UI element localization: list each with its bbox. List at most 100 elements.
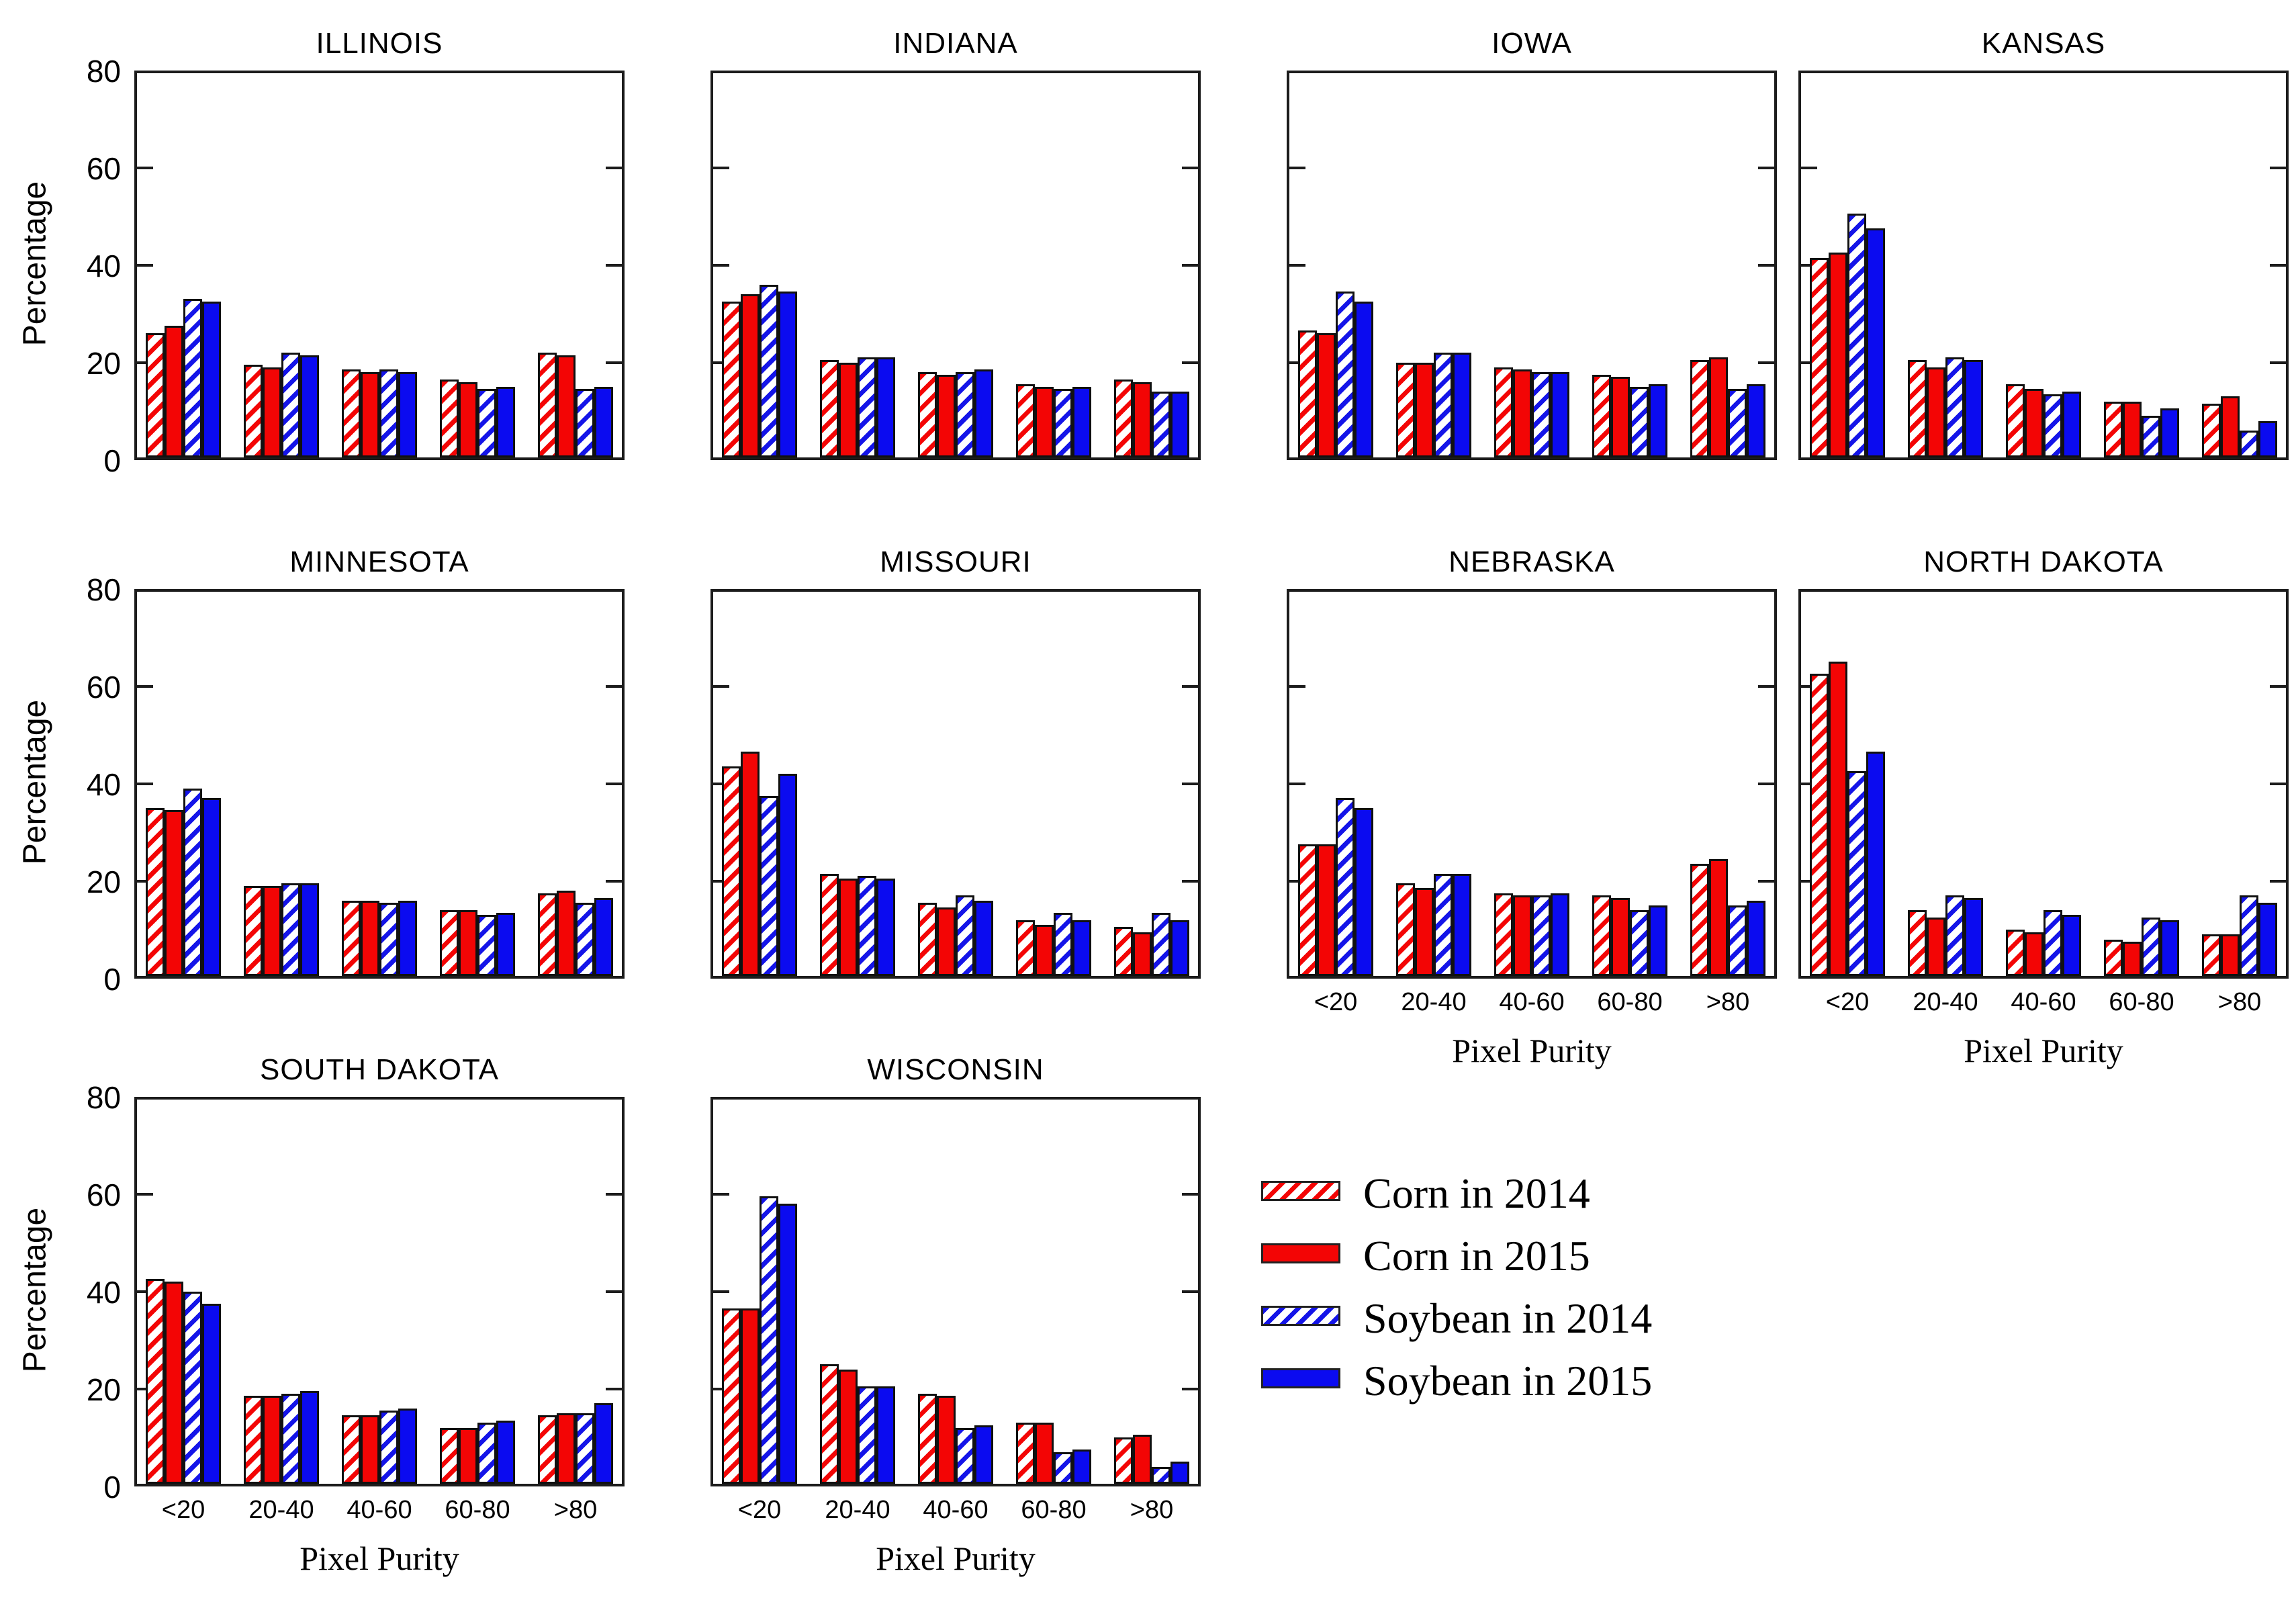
bar-hatch-blue: [183, 789, 202, 976]
bar-hatch-blue: [281, 883, 300, 976]
bar-solid-blue: [1170, 920, 1189, 976]
bar-hatch-blue: [281, 353, 300, 457]
plot-box: [710, 71, 1201, 460]
y-tick: [137, 1193, 153, 1196]
bar-solid-blue: [398, 1409, 417, 1484]
subplot-south-dakota: SOUTH DAKOTA 0 20 40 60 80 Percentage <20 20-40 4…: [7, 1046, 645, 1604]
plot-box: [134, 71, 625, 460]
bar-solid-red: [165, 326, 183, 457]
x-tick-label: 20-40: [248, 1496, 314, 1524]
bar-hatch-blue: [858, 1386, 876, 1484]
legend-swatch-hatch-blue: [1261, 1306, 1340, 1326]
x-tick-label: <20: [161, 1496, 205, 1524]
bar-hatch-blue: [956, 372, 974, 457]
y-tick: [1182, 264, 1198, 267]
bar-solid-red: [263, 367, 281, 457]
bar-hatch-red: [918, 903, 937, 976]
y-tick: [137, 783, 153, 785]
y-tick: [713, 880, 729, 883]
x-tick-label: <20: [1314, 988, 1358, 1016]
bar-hatch-red: [440, 380, 459, 457]
legend-label: Corn in 2015: [1363, 1232, 1590, 1280]
bar-solid-red: [361, 372, 379, 457]
y-tick: [1182, 783, 1198, 785]
plot-box: [1287, 71, 1777, 460]
x-tick-label: 40-60: [923, 1496, 989, 1524]
bar-hatch-blue: [1630, 910, 1649, 976]
subplot-kansas: KANSAS: [1671, 20, 2296, 578]
x-axis-title: Pixel Purity: [300, 1540, 459, 1577]
legend-swatch-solid-blue: [1261, 1368, 1340, 1388]
x-tick-label: >80: [1706, 988, 1750, 1016]
bar-solid-red: [2221, 396, 2240, 457]
bar-solid-blue: [496, 913, 515, 976]
bar-solid-red: [1611, 898, 1630, 976]
y-tick: [1182, 361, 1198, 364]
x-tick-label: 60-80: [1597, 988, 1663, 1016]
bar-hatch-blue: [1728, 389, 1747, 457]
bar-hatch-blue: [2240, 431, 2258, 457]
y-tick-label: 20: [86, 1372, 121, 1407]
y-axis-title: Percentage: [17, 699, 53, 865]
bar-hatch-blue: [956, 1428, 974, 1484]
bar-hatch-red: [2202, 934, 2221, 976]
chart-title: WISCONSIN: [867, 1053, 1044, 1086]
chart-title: SOUTH DAKOTA: [260, 1053, 499, 1086]
bar-hatch-red: [1016, 384, 1035, 457]
bar-hatch-blue: [576, 903, 594, 976]
bar-hatch-red: [918, 372, 937, 457]
bar-hatch-blue: [183, 1292, 202, 1484]
y-tick: [1182, 1290, 1198, 1293]
y-tick: [606, 264, 622, 267]
bar-solid-red: [459, 382, 477, 457]
y-tick-label: 40: [86, 767, 121, 802]
bar-solid-red: [2221, 934, 2240, 976]
x-tick-label: 40-60: [347, 1496, 412, 1524]
y-tick: [606, 685, 622, 688]
y-tick: [1289, 783, 1305, 785]
bar-hatch-red: [1810, 674, 1829, 976]
y-tick-label: 20: [86, 346, 121, 381]
chart-title: IOWA: [1491, 27, 1572, 60]
bar-hatch-red: [918, 1394, 937, 1484]
bar-hatch-blue: [477, 389, 496, 457]
x-tick-label: 40-60: [1499, 988, 1565, 1016]
y-axis-title: Percentage: [17, 181, 53, 347]
y-tick: [1758, 685, 1774, 688]
y-tick-label: 0: [103, 443, 121, 478]
bar-solid-blue: [2258, 421, 2277, 457]
bar-solid-red: [165, 1282, 183, 1484]
y-tick: [606, 783, 622, 785]
bar-hatch-red: [1114, 380, 1133, 457]
bar-solid-red: [1133, 932, 1152, 976]
y-tick: [1289, 264, 1305, 267]
bar-hatch-blue: [1054, 1452, 1072, 1484]
bar-solid-red: [1513, 895, 1532, 976]
bar-hatch-blue: [576, 389, 594, 457]
x-tick-label: 60-80: [1021, 1496, 1087, 1524]
bar-hatch-red: [1114, 1437, 1133, 1484]
bar-hatch-red: [342, 1415, 361, 1484]
subplot-north-dakota: NORTH DAKOTA <20 20-40 40-60 60-80 >80 Pixel P…: [1671, 539, 2296, 1096]
bar-hatch-red: [1592, 375, 1611, 457]
bar-solid-blue: [1964, 898, 1983, 976]
y-tick-label: 80: [86, 572, 121, 607]
bar-solid-blue: [202, 798, 221, 976]
bar-hatch-red: [1298, 844, 1317, 976]
plot-box: [710, 1097, 1201, 1486]
bar-solid-red: [1415, 363, 1434, 457]
y-tick: [713, 1193, 729, 1196]
bar-solid-red: [1829, 253, 1847, 457]
y-tick: [606, 1290, 622, 1293]
bar-solid-red: [2123, 942, 2142, 976]
bar-hatch-red: [342, 369, 361, 457]
chart-title: NEBRASKA: [1449, 545, 1615, 578]
y-tick: [1801, 264, 1817, 267]
bar-solid-blue: [1866, 228, 1885, 457]
bar-solid-blue: [1453, 353, 1471, 457]
bar-hatch-blue: [1152, 1467, 1170, 1484]
bar-hatch-red: [1016, 1423, 1035, 1484]
bar-hatch-red: [1908, 910, 1927, 976]
legend-item: Soybean in 2015: [1261, 1357, 1772, 1409]
bar-solid-red: [1513, 369, 1532, 457]
